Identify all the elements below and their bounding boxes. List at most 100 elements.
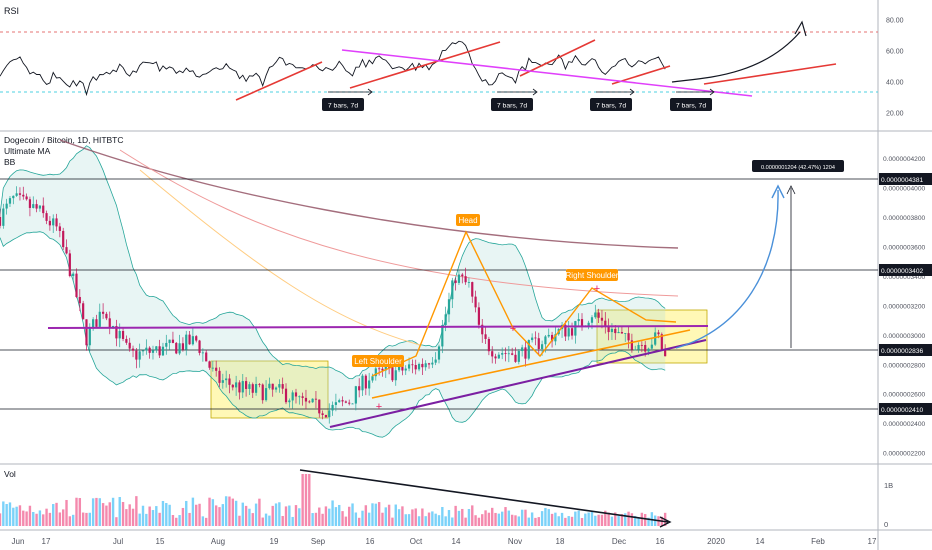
neckline[interactable] (47, 325, 709, 329)
volume-bar (590, 511, 594, 526)
candle-body (158, 346, 161, 356)
rsi-trendline-2[interactable] (349, 41, 501, 89)
candle-body (660, 334, 663, 351)
candle-body (318, 399, 321, 414)
volume-bar (461, 508, 464, 526)
level-tag-bg (879, 403, 932, 415)
volume-bar (610, 516, 614, 526)
candle-body (62, 230, 65, 248)
volume-bar (643, 514, 647, 526)
time-axis[interactable]: Jun 17 Jul 15 Aug 19 Sep 16 Oct 14 Nov 18 Dec 16 2020 1… (12, 537, 877, 546)
candle-body (268, 383, 271, 389)
candle-body (361, 375, 364, 391)
candle-body (48, 220, 51, 226)
rsi-channel-line[interactable] (341, 49, 753, 97)
volume-bar (48, 512, 52, 526)
time-axis-label: 14 (756, 537, 765, 546)
candle-body (145, 347, 148, 351)
head-shoulders-pattern[interactable] (371, 230, 677, 377)
volume-bar (58, 512, 62, 526)
candle-body (447, 299, 451, 315)
volume-bar (181, 507, 185, 526)
volume-bar (457, 510, 461, 526)
rsi-trendline-5[interactable] (703, 63, 837, 85)
candle-body (108, 318, 111, 329)
candle-body (238, 382, 241, 393)
symbol-title: Dogecoin / Bitcoin, 1D, HITBTC (4, 135, 124, 145)
candle-body (175, 342, 178, 354)
candle-body (358, 386, 361, 391)
level-tag-bg (879, 264, 932, 276)
candle-body (594, 312, 597, 318)
candle-body (511, 353, 514, 355)
volume-bar (105, 505, 108, 526)
projection-curve[interactable] (675, 189, 779, 349)
rsi-trendline-1[interactable] (235, 61, 323, 101)
volume-bar (497, 513, 501, 526)
volume-bar (108, 502, 111, 526)
volume-bar (148, 506, 151, 526)
volume-bar (5, 504, 8, 526)
volume-bar (201, 516, 205, 526)
candle-body (464, 276, 467, 283)
volume-bar (138, 513, 141, 526)
price-axis[interactable]: 0.0000004200 0.0000004000 0.0000003800 0.00… (883, 156, 926, 458)
candle-body (161, 346, 165, 356)
rsi-projection-curve[interactable] (671, 31, 801, 83)
left-shoulder-label[interactable]: Left Shoulder (352, 355, 404, 367)
pattern-base-line[interactable] (371, 329, 691, 399)
time-axis-label: 14 (452, 537, 461, 546)
volume-bar (431, 511, 434, 526)
volume-bar (38, 510, 42, 526)
indicator-bb: BB (4, 157, 16, 167)
candle-body (45, 213, 48, 221)
volume-bar (71, 514, 75, 526)
candle-body (341, 400, 344, 402)
candle-body (55, 218, 58, 227)
volume-panel[interactable]: Vol 1B 0 (0, 469, 893, 529)
volume-bar (221, 504, 225, 526)
candle-body (115, 326, 118, 339)
level-tag-label: 0.0000002410 (881, 407, 924, 414)
candle-body (401, 364, 404, 371)
volume-bar (128, 504, 131, 526)
candle-body (338, 400, 341, 403)
volume-bar (278, 502, 281, 526)
head-label[interactable]: Head (456, 214, 480, 226)
volume-bar (377, 502, 381, 526)
rsi-trendline-3[interactable] (519, 39, 596, 77)
volume-bar (401, 506, 404, 526)
volume-bar (204, 517, 208, 526)
candle-body (254, 384, 258, 393)
candle-body (121, 330, 125, 339)
price-tick-label: 0.0000004000 (883, 186, 926, 193)
candle-body (321, 413, 324, 415)
candle-body (198, 340, 201, 353)
candle-body (497, 354, 500, 359)
candle-body (98, 311, 101, 327)
candle-body (491, 351, 494, 357)
volume-bar (331, 500, 334, 526)
volume-bar (198, 503, 201, 526)
ascending-support-line[interactable] (329, 339, 707, 428)
right-shoulder-label[interactable]: Right Shoulder (566, 269, 619, 281)
candle-body (437, 346, 441, 360)
candle-body (547, 334, 550, 337)
volume-bar (214, 505, 218, 526)
candle-body (554, 334, 557, 342)
bollinger-upper (0, 145, 666, 380)
candle-body (431, 362, 434, 365)
candle-body (205, 352, 208, 362)
volume-downtrend-line[interactable] (299, 469, 669, 523)
volume-bar (258, 498, 261, 526)
volume-bar (65, 499, 68, 526)
price-tick-label: 0.0000003200 (883, 303, 926, 310)
volume-bar (537, 517, 540, 526)
volume-bar (557, 516, 560, 526)
candle-body (308, 401, 311, 403)
volume-bar (454, 505, 457, 526)
volume-bar (85, 512, 88, 526)
price-panel[interactable]: Dogecoin / Bitcoin, 1D, HITBTC Ultimate … (0, 135, 932, 458)
volume-bar (357, 517, 361, 526)
